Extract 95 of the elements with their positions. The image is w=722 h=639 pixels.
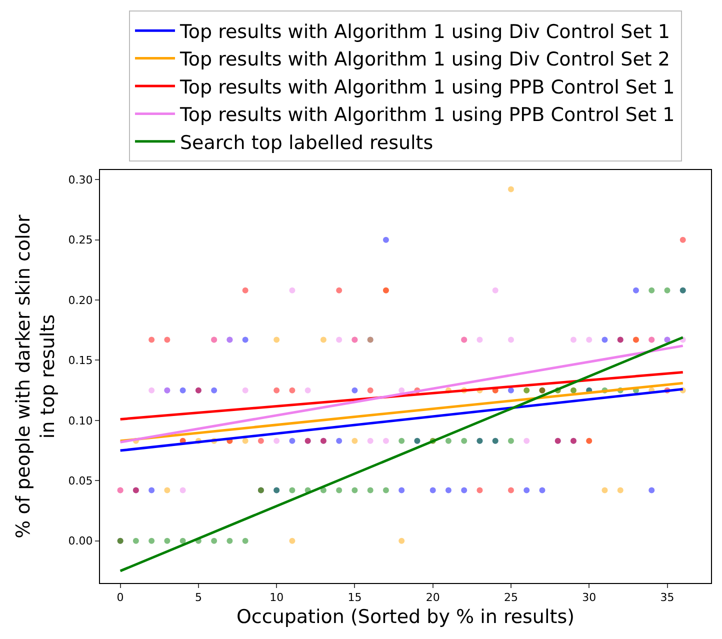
- point: [570, 336, 576, 343]
- point: [382, 236, 389, 243]
- x-tick-label: 5: [194, 591, 202, 604]
- x-axis-title: Occupation (Sorted by % in results): [236, 606, 575, 628]
- point: [336, 438, 342, 444]
- point: [274, 336, 280, 343]
- y-tick-label: 0.25: [68, 234, 93, 247]
- y-tick-label: 0.15: [68, 354, 93, 368]
- point: [524, 438, 530, 444]
- legend-label: Top results with Algorithm 1 using Div Control Set 2: [179, 48, 670, 71]
- point: [602, 336, 608, 343]
- x-tick-label: 25: [504, 591, 518, 604]
- point: [398, 487, 405, 494]
- point: [242, 287, 248, 294]
- point: [164, 487, 170, 494]
- point: [352, 487, 358, 494]
- point: [664, 287, 670, 294]
- point: [289, 538, 296, 544]
- point: [242, 438, 248, 444]
- point: [492, 287, 498, 294]
- point: [367, 487, 374, 494]
- point: [274, 438, 280, 444]
- point: [148, 538, 155, 544]
- point: [461, 438, 468, 444]
- point: [382, 487, 389, 494]
- point: [274, 387, 280, 394]
- point: [524, 487, 530, 494]
- y-tick-label: 0.20: [68, 294, 93, 307]
- point: [289, 487, 296, 494]
- y-tick-label: 0.30: [68, 173, 93, 186]
- point: [508, 487, 514, 494]
- point: [132, 538, 139, 544]
- point: [164, 336, 170, 343]
- point: [398, 538, 405, 544]
- point: [242, 387, 248, 394]
- point: [382, 438, 389, 444]
- point: [461, 487, 468, 494]
- legend-label: Top results with Algorithm 1 using PPB Control Set 1: [179, 104, 675, 126]
- point: [336, 487, 342, 494]
- y-tick-label: 0.05: [68, 474, 93, 488]
- point: [148, 336, 155, 343]
- x-tick-label: 10: [270, 591, 284, 604]
- point: [336, 336, 342, 343]
- point: [539, 487, 546, 494]
- point: [352, 387, 358, 394]
- point: [367, 387, 374, 394]
- point: [289, 287, 296, 294]
- legend-label: Top results with Algorithm 1 using PPB Control Set 1: [179, 76, 675, 98]
- x-tick-label: 15: [348, 591, 362, 604]
- y-tick-label: 0.10: [68, 414, 93, 428]
- point: [148, 387, 155, 394]
- point: [289, 387, 296, 394]
- point: [508, 186, 514, 192]
- point: [226, 538, 233, 544]
- point: [586, 336, 592, 343]
- x-tick-label: 0: [116, 591, 124, 604]
- point: [648, 287, 655, 294]
- point: [367, 438, 374, 444]
- point: [352, 438, 358, 444]
- point: [180, 487, 186, 494]
- point: [648, 487, 655, 494]
- legend-label: Top results with Algorithm 1 using Div Control Set 1: [179, 21, 670, 43]
- point: [304, 387, 311, 394]
- x-tick-label: 35: [660, 591, 674, 604]
- point: [211, 538, 218, 544]
- point: [508, 336, 514, 343]
- point: [617, 487, 624, 494]
- y-axis-title: % of people with darker skin color in top results: [12, 214, 60, 538]
- point: [398, 387, 405, 394]
- point: [258, 438, 264, 444]
- point: [476, 336, 483, 343]
- point: [508, 387, 514, 394]
- x-tick-label: 20: [426, 591, 440, 604]
- x-tick-label: 30: [582, 591, 596, 604]
- point: [164, 538, 170, 544]
- point: [680, 236, 686, 243]
- point: [336, 287, 342, 294]
- point: [398, 438, 405, 444]
- point: [445, 487, 452, 494]
- point: [148, 487, 155, 494]
- legend-label: Search top labelled results: [180, 132, 434, 154]
- point: [476, 487, 483, 494]
- point: [508, 438, 514, 444]
- point: [602, 487, 608, 494]
- point: [211, 387, 218, 394]
- point: [632, 287, 639, 294]
- point: [242, 336, 248, 343]
- point: [289, 438, 296, 444]
- point: [445, 438, 452, 444]
- point: [180, 538, 186, 544]
- point: [180, 387, 186, 394]
- point: [320, 336, 326, 343]
- point: [430, 487, 436, 494]
- point: [242, 538, 248, 544]
- y-tick-label: 0.00: [68, 534, 93, 548]
